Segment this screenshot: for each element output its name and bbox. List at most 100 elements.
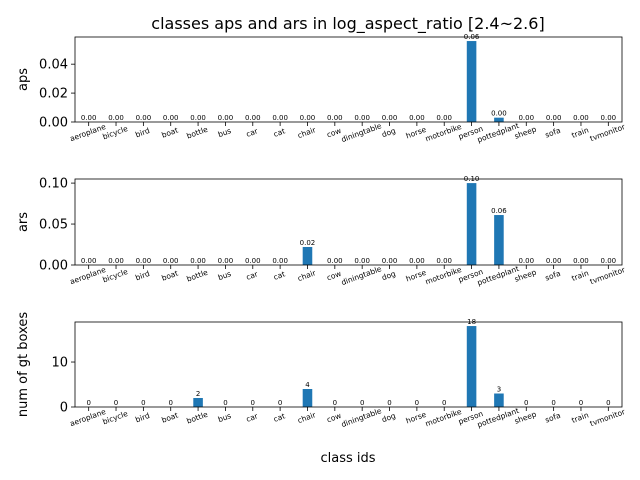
- data-label: 0.00: [518, 114, 534, 122]
- data-label: 0.00: [190, 114, 206, 122]
- data-label: 0.00: [546, 257, 562, 265]
- data-label: 0.06: [491, 207, 507, 215]
- x-tick-label: sofa: [544, 411, 562, 425]
- data-label: 0.00: [382, 257, 398, 265]
- axes-frame: [74, 178, 623, 266]
- y-tick-label: 0.10: [39, 177, 68, 192]
- data-label: 0.00: [163, 257, 179, 265]
- data-label: 0: [333, 399, 337, 407]
- x-tick-label: bus: [217, 269, 233, 282]
- data-label: 0: [524, 399, 528, 407]
- y-axis-label: ars: [16, 212, 31, 232]
- x-tick-label: bus: [217, 126, 233, 139]
- data-label: 0: [86, 399, 90, 407]
- data-label: 0.00: [190, 257, 206, 265]
- y-tick-label: 0.04: [39, 58, 68, 73]
- data-label: 0.00: [272, 257, 288, 265]
- x-tick-label: bus: [217, 411, 233, 424]
- data-label: 0.00: [546, 114, 562, 122]
- y-tick-label: 0.00: [39, 116, 68, 131]
- data-label: 0.00: [81, 257, 97, 265]
- data-label: 0.00: [601, 257, 617, 265]
- x-tick-label: chair: [296, 410, 317, 425]
- data-label: 0.00: [245, 257, 261, 265]
- data-label: 0: [360, 399, 364, 407]
- y-tick-label: 0: [60, 401, 68, 416]
- data-label: 3: [497, 386, 501, 394]
- y-axis-label: aps: [16, 68, 31, 91]
- y-tick-label: 0.02: [39, 87, 68, 102]
- x-tick-label: dog: [380, 411, 397, 424]
- x-tick-label: cat: [272, 126, 286, 138]
- data-label: 0.00: [409, 257, 425, 265]
- y-tick-label: 0.00: [39, 259, 68, 274]
- x-tick-label: cat: [272, 411, 286, 423]
- data-label: 0.00: [108, 257, 124, 265]
- x-tick-label: tvmonitor: [589, 265, 627, 286]
- bar: [494, 117, 504, 122]
- subplot-2: 0.00 0.00 0.00 0.00 0.00 0.00 0.00 0.00 0.02 0.00…: [16, 175, 627, 287]
- x-tick-label: train: [570, 410, 590, 425]
- y-axis-label: num of gt boxes: [16, 312, 31, 418]
- data-label: 0: [415, 399, 419, 407]
- data-label: 0.00: [491, 110, 507, 118]
- data-label: 4: [305, 381, 310, 389]
- data-label: 0.00: [136, 257, 152, 265]
- x-tick-label: boat: [160, 269, 179, 283]
- x-tick-label: bottle: [185, 268, 209, 284]
- x-tick-label: car: [245, 126, 260, 139]
- data-label: 0: [114, 399, 118, 407]
- x-tick-label: dog: [380, 126, 397, 139]
- x-tick-label: dog: [380, 269, 397, 282]
- data-label: 0.00: [382, 114, 398, 122]
- x-tick-label: train: [570, 268, 590, 283]
- x-tick-label: diningtable: [340, 406, 383, 429]
- data-label: 0.00: [136, 114, 152, 122]
- bar: [466, 41, 477, 122]
- data-label: 0.00: [354, 257, 370, 265]
- data-label: 0: [606, 399, 610, 407]
- bar: [494, 215, 504, 265]
- data-label: 2: [196, 390, 200, 398]
- x-tick-label: boat: [160, 411, 179, 425]
- x-tick-label: train: [570, 125, 590, 140]
- y-tick-label: 0.05: [39, 218, 68, 233]
- data-label: 0.00: [327, 114, 343, 122]
- data-label: 0.00: [436, 257, 452, 265]
- x-tick-label: sofa: [544, 126, 562, 140]
- x-tick-label: bottle: [185, 125, 209, 141]
- x-tick-label: tvmonitor: [589, 407, 627, 428]
- data-label: 0.00: [573, 114, 589, 122]
- bar: [466, 326, 477, 407]
- axes-frame: [74, 36, 623, 123]
- data-label: 0.00: [409, 114, 425, 122]
- bar: [302, 389, 313, 407]
- data-label: 0.00: [108, 114, 124, 122]
- data-label: 0: [442, 399, 446, 407]
- data-label: 0.00: [272, 114, 288, 122]
- x-tick-label: car: [245, 269, 260, 282]
- data-label: 0.00: [218, 257, 234, 265]
- data-label: 0.00: [245, 114, 261, 122]
- x-tick-label: chair: [296, 125, 317, 140]
- data-label: 0.00: [327, 257, 343, 265]
- x-tick-label: diningtable: [340, 121, 383, 144]
- y-tick-label: 10: [51, 356, 68, 371]
- chart-title: classes aps and ars in log_aspect_ratio …: [151, 14, 544, 34]
- bar: [302, 246, 313, 265]
- data-label: 0.00: [354, 114, 370, 122]
- x-tick-label: tvmonitor: [589, 122, 627, 143]
- bar: [494, 393, 504, 407]
- x-tick-label: bottle: [185, 410, 209, 426]
- data-label: 0.00: [81, 114, 97, 122]
- data-label: 0.00: [573, 257, 589, 265]
- x-tick-label: sofa: [544, 269, 562, 283]
- data-label: 0: [579, 399, 583, 407]
- data-label: 0: [251, 399, 255, 407]
- data-label: 0: [141, 399, 145, 407]
- x-tick-label: boat: [160, 126, 179, 140]
- data-label: 0.00: [300, 114, 316, 122]
- data-label: 0: [168, 399, 172, 407]
